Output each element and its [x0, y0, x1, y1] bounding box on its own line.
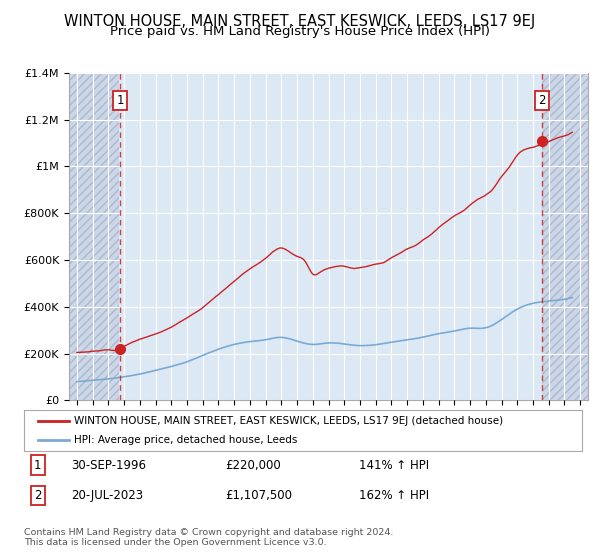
Text: 20-JUL-2023: 20-JUL-2023 — [71, 489, 143, 502]
Text: £1,107,500: £1,107,500 — [225, 489, 292, 502]
Text: HPI: Average price, detached house, Leeds: HPI: Average price, detached house, Leed… — [74, 435, 298, 445]
Text: 2: 2 — [34, 489, 41, 502]
Text: WINTON HOUSE, MAIN STREET, EAST KESWICK, LEEDS, LS17 9EJ: WINTON HOUSE, MAIN STREET, EAST KESWICK,… — [64, 14, 536, 29]
Text: 30-SEP-1996: 30-SEP-1996 — [71, 459, 146, 472]
Text: £220,000: £220,000 — [225, 459, 281, 472]
Bar — [542, 73, 588, 400]
Text: WINTON HOUSE, MAIN STREET, EAST KESWICK, LEEDS, LS17 9EJ (detached house): WINTON HOUSE, MAIN STREET, EAST KESWICK,… — [74, 417, 503, 426]
Text: 141% ↑ HPI: 141% ↑ HPI — [359, 459, 429, 472]
Text: 162% ↑ HPI: 162% ↑ HPI — [359, 489, 429, 502]
Text: 1: 1 — [34, 459, 41, 472]
Text: 1: 1 — [116, 94, 124, 107]
Text: 2: 2 — [538, 94, 545, 107]
Bar — [69, 73, 119, 400]
Text: Price paid vs. HM Land Registry's House Price Index (HPI): Price paid vs. HM Land Registry's House … — [110, 25, 490, 38]
Text: Contains HM Land Registry data © Crown copyright and database right 2024.: Contains HM Land Registry data © Crown c… — [24, 528, 394, 536]
Text: This data is licensed under the Open Government Licence v3.0.: This data is licensed under the Open Gov… — [24, 538, 326, 547]
